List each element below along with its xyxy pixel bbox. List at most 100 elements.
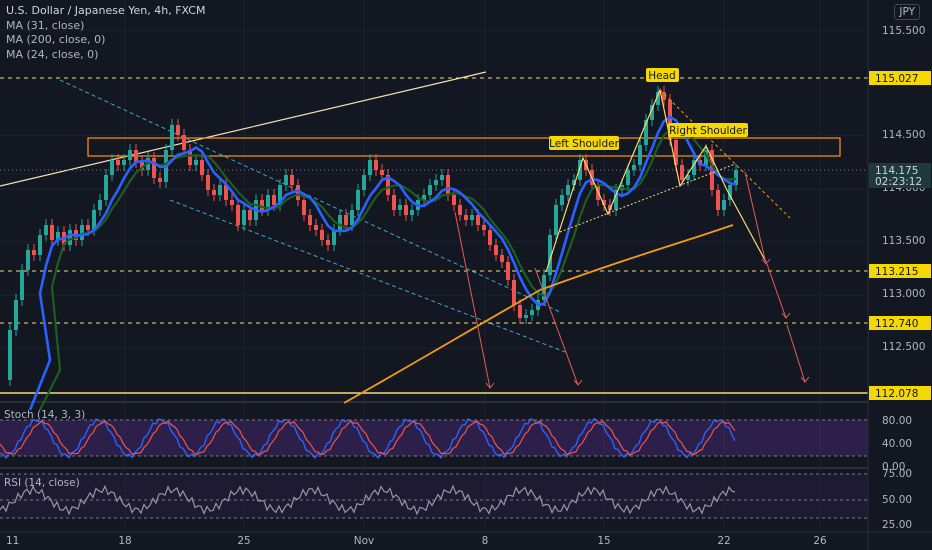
projection-arrows[interactable] <box>454 171 810 389</box>
candle-body <box>146 158 150 170</box>
candle-body <box>668 100 672 140</box>
rsi-line[interactable] <box>0 484 736 516</box>
candle-body <box>716 190 720 210</box>
projection-arrow[interactable] <box>744 171 767 265</box>
candle-body <box>392 195 396 210</box>
candle-body <box>500 255 504 262</box>
candle-body <box>182 135 186 150</box>
candle-body <box>8 330 12 380</box>
price-tick: 114.500 <box>882 129 925 141</box>
currency-badge[interactable]: JPY <box>894 4 920 20</box>
projection-arrow[interactable] <box>534 267 579 386</box>
candle-body <box>506 262 510 280</box>
time-tick: 8 <box>482 535 489 547</box>
ma-31-line[interactable] <box>28 115 737 411</box>
candle-body <box>278 185 282 205</box>
svg-text:112.740: 112.740 <box>875 318 918 330</box>
candle-body <box>440 175 444 180</box>
candle-body <box>302 200 306 215</box>
ma-200-line[interactable] <box>343 224 734 404</box>
projection-arrow[interactable] <box>786 324 806 383</box>
neckline[interactable] <box>559 163 736 233</box>
candle-body <box>14 300 18 330</box>
stoch-k-line[interactable] <box>0 417 736 460</box>
ma-200-legend[interactable]: MA (200, close, 0) <box>6 33 106 46</box>
candle-body <box>110 160 114 175</box>
price-label: 115.027 <box>869 71 931 85</box>
rising-trendline[interactable] <box>0 71 487 187</box>
candle-body <box>170 125 174 150</box>
chart-legend[interactable]: U.S. Dollar / Japanese Yen, 4h, FXCM MA … <box>6 4 205 62</box>
candle-body <box>260 200 264 210</box>
candle-body <box>362 175 366 190</box>
rsi-band <box>0 474 868 518</box>
candle-body <box>272 195 276 205</box>
candle-body <box>734 170 738 185</box>
resistance-zone[interactable] <box>87 137 841 157</box>
stoch-d-line[interactable] <box>0 419 736 456</box>
candle-body <box>68 230 72 245</box>
candle-body <box>338 215 342 230</box>
stoch-label[interactable]: Stoch (14, 3, 3) <box>4 409 86 421</box>
price-label: 112.740 <box>869 316 931 330</box>
candle-body <box>398 205 402 210</box>
candle-body <box>248 210 252 220</box>
candle-body <box>296 185 300 200</box>
candle-body <box>542 275 546 300</box>
ma-31-legend[interactable]: MA (31, close) <box>6 18 85 32</box>
candle-body <box>572 180 576 185</box>
candle-body <box>86 225 90 230</box>
label-left-shoulder[interactable]: Left Shoulder <box>549 136 620 150</box>
candle-body <box>638 145 642 165</box>
candle-body <box>650 105 654 120</box>
candle-body <box>224 185 228 200</box>
candlestick-series[interactable] <box>8 86 738 386</box>
candle-body <box>434 180 438 185</box>
candle-body <box>482 225 486 230</box>
svg-text:113.215: 113.215 <box>875 266 918 278</box>
rsi-label[interactable]: RSI (14, close) <box>4 477 80 489</box>
label-right-shoulder[interactable]: Right Shoulder <box>668 123 748 137</box>
label-head[interactable]: Head <box>646 68 679 82</box>
candle-body <box>686 175 690 180</box>
candle-body <box>524 315 528 318</box>
price-tick: 112.500 <box>882 341 925 353</box>
head-trendline[interactable] <box>659 89 791 219</box>
arrow-head <box>485 382 495 389</box>
svg-text:112.078: 112.078 <box>875 388 918 400</box>
channel-line-lower[interactable] <box>169 199 566 353</box>
symbol-title[interactable]: U.S. Dollar / Japanese Yen, 4h, FXCM <box>6 4 206 17</box>
candle-body <box>236 205 240 225</box>
candle-body <box>212 190 216 195</box>
candle-body <box>566 185 570 195</box>
candle-body <box>20 270 24 300</box>
projection-arrow[interactable] <box>454 211 491 389</box>
time-axis[interactable]: 11 18 25 Nov 8 15 22 26 <box>6 535 827 547</box>
candle-body <box>602 200 606 205</box>
ma-24-legend[interactable]: MA (24, close, 0) <box>6 47 99 61</box>
candle-body <box>344 215 348 225</box>
candle-body <box>152 158 156 178</box>
candle-body <box>488 230 492 245</box>
price-tick: 113.000 <box>882 288 925 300</box>
grid-lines <box>0 0 868 532</box>
candle-body <box>656 92 660 105</box>
svg-text:Head: Head <box>648 70 675 82</box>
time-tick: Nov <box>354 535 375 547</box>
projection-arrow[interactable] <box>766 263 787 319</box>
candle-body <box>98 200 102 210</box>
time-tick: 18 <box>118 535 131 547</box>
channel-line-upper[interactable] <box>59 79 561 313</box>
candle-body <box>626 170 630 185</box>
candle-body <box>680 165 684 180</box>
price-labels: 115.027113.215112.740112.078114.17502:23… <box>869 71 931 400</box>
price-label: 02:23:12 <box>869 174 931 188</box>
candle-body <box>704 150 708 165</box>
candle-body <box>554 205 558 235</box>
head-shoulders-pattern[interactable] <box>545 87 767 273</box>
candle-body <box>632 165 636 170</box>
candle-body <box>692 160 696 175</box>
time-tick: 11 <box>6 535 19 547</box>
candle-body <box>332 230 336 245</box>
